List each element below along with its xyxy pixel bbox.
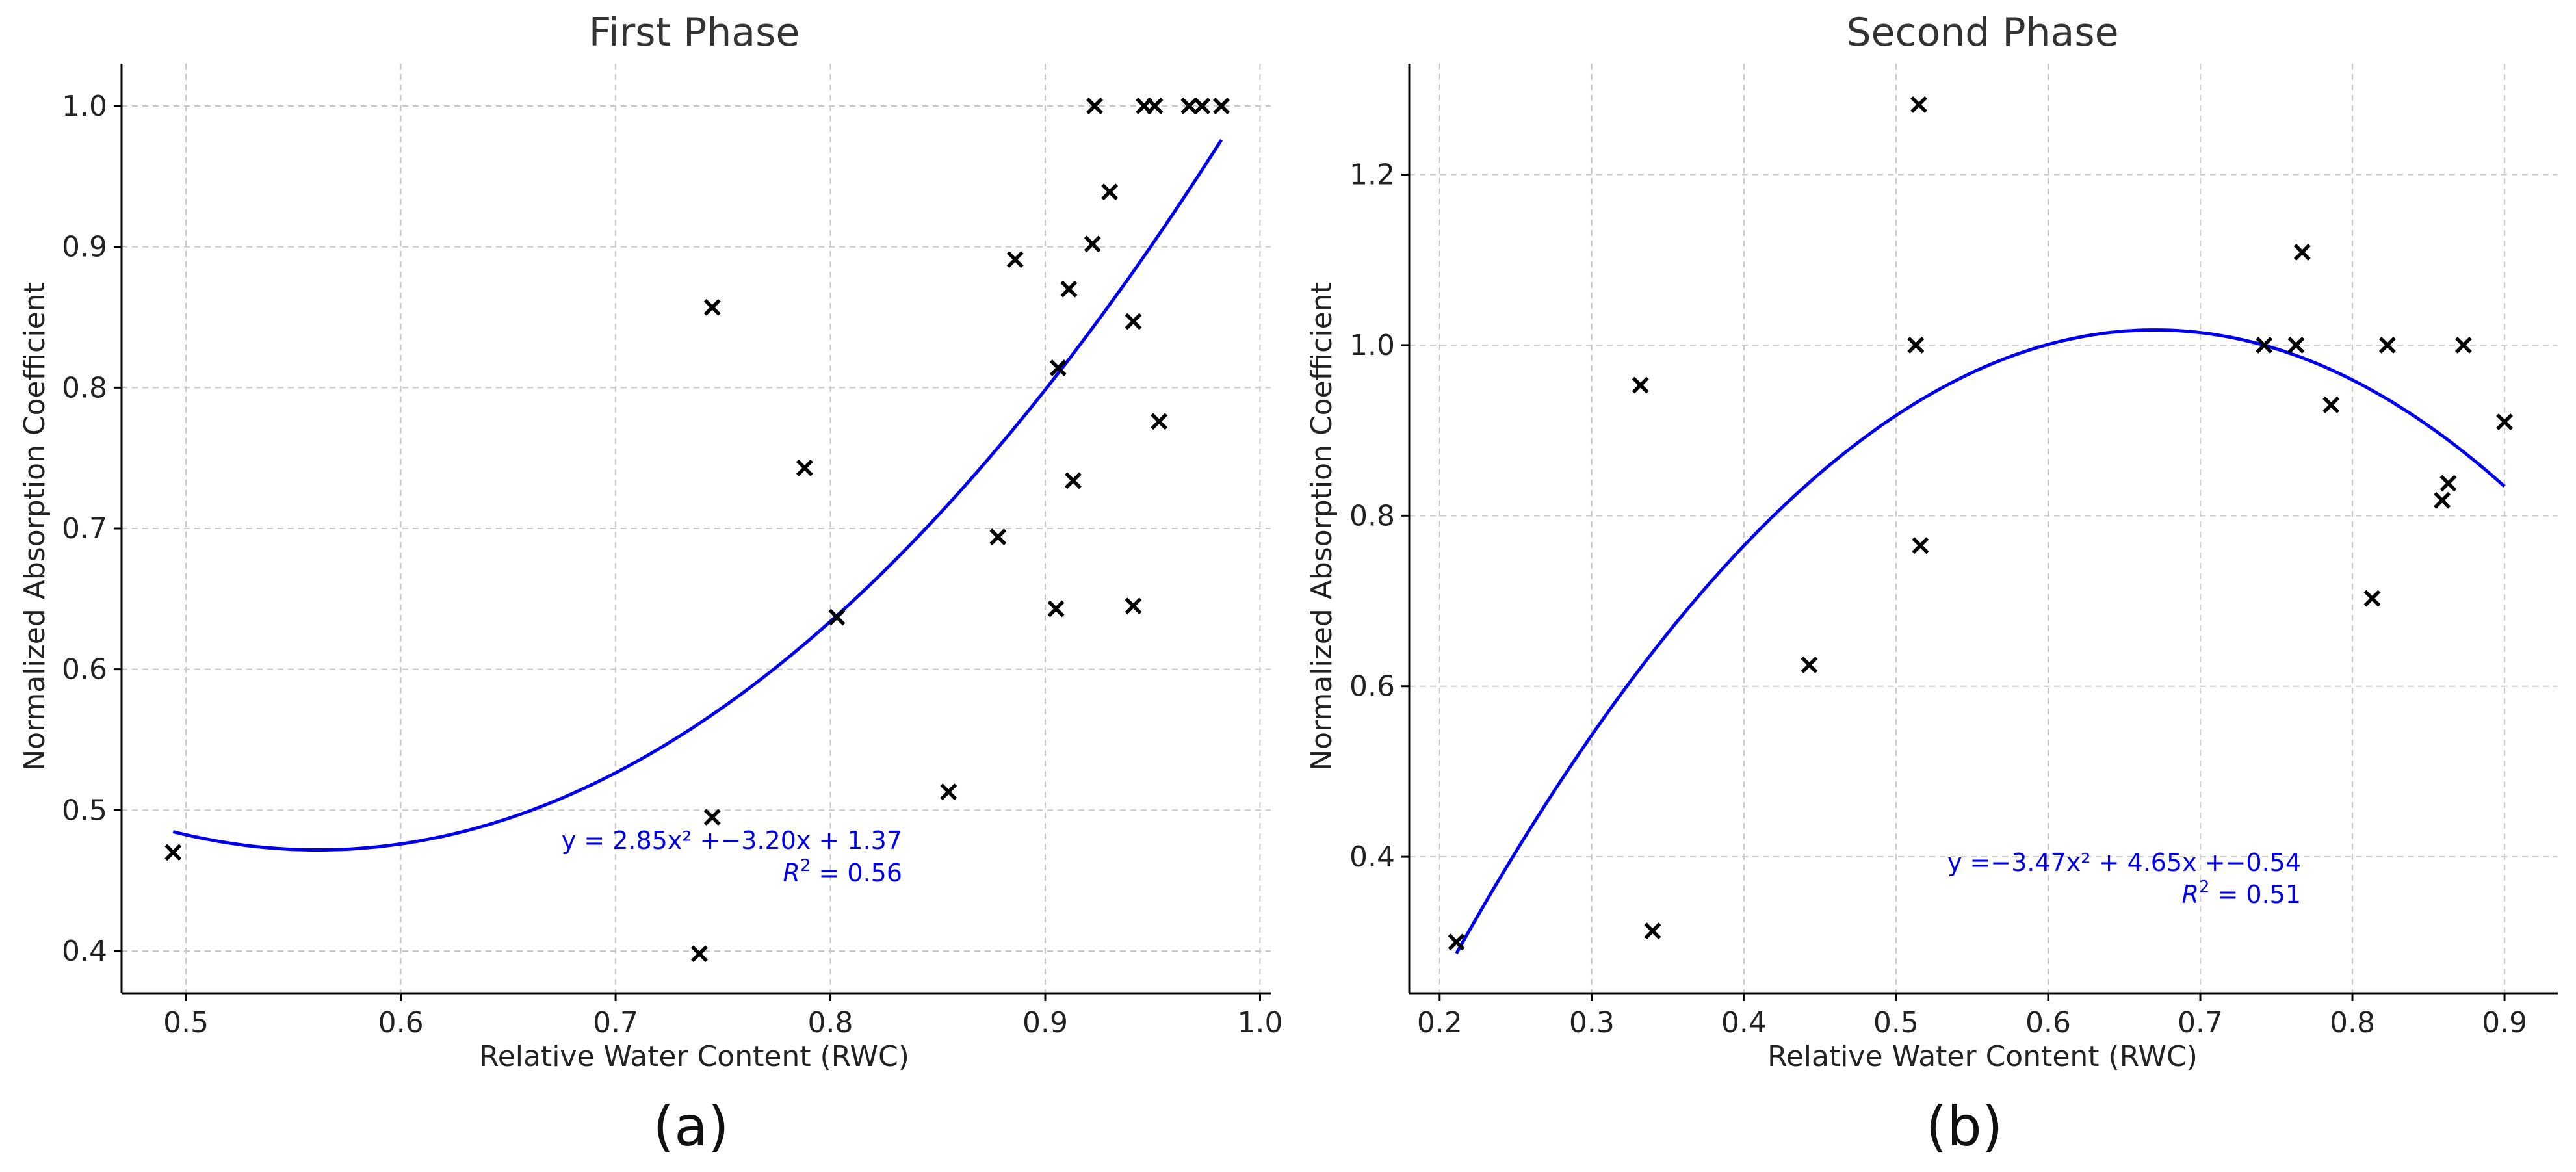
x-tick-label: 0.3 xyxy=(1569,1006,1615,1039)
data-point xyxy=(2378,336,2396,354)
data-point xyxy=(1213,98,1230,114)
x-tick-label: 0.8 xyxy=(808,1006,853,1039)
data-point xyxy=(1065,472,1082,489)
y-tick-label: 0.8 xyxy=(1349,499,1395,532)
x-tick-label: 0.7 xyxy=(593,1006,638,1039)
x-tick-label: 0.4 xyxy=(1721,1006,1767,1039)
x-tick-label: 0.7 xyxy=(2178,1006,2223,1039)
chart-first-phase: 0.5 0.6 0.7 0.8 0.9 1.00.40.50.60.70.80.91.0 … xyxy=(18,10,1282,1158)
y-axis-label: Normalized Absorption Coefficient xyxy=(18,282,51,771)
panel-label: (a) xyxy=(653,1095,729,1158)
data-point xyxy=(1801,656,1818,673)
data-point xyxy=(828,608,846,626)
fit-equation-label: y = 2.85x² +−3.20x + 1.37 xyxy=(562,826,902,855)
data-point xyxy=(940,783,957,801)
y-tick-label: 0.8 xyxy=(62,371,107,404)
y-tick-label: 1.2 xyxy=(1349,159,1395,192)
r-squared-label: R2 = 0.51 xyxy=(2181,878,2301,909)
y-tick-label: 0.6 xyxy=(1349,670,1395,703)
data-point xyxy=(1180,98,1198,114)
data-point xyxy=(1448,933,1465,951)
x-tick-label: 0.5 xyxy=(163,1006,209,1039)
data-point xyxy=(1047,600,1065,618)
data-point xyxy=(1086,98,1103,114)
data-point xyxy=(1125,313,1142,330)
data-point xyxy=(2454,336,2472,354)
data-point xyxy=(164,844,182,861)
x-tick-label: 0.9 xyxy=(1022,1006,1068,1039)
x-tick-label: 0.8 xyxy=(2330,1006,2375,1039)
x-axis-label: Relative Water Content (RWC) xyxy=(1767,1040,2198,1073)
data-point xyxy=(691,945,708,963)
y-tick-label: 0.5 xyxy=(62,794,107,827)
data-point xyxy=(1193,98,1211,114)
data-point xyxy=(1912,537,1929,554)
x-tick-label: 0.6 xyxy=(2025,1006,2071,1039)
y-tick-label: 0.4 xyxy=(62,935,107,968)
y-tick-label: 0.6 xyxy=(62,653,107,686)
data-point xyxy=(989,528,1007,545)
data-point xyxy=(796,459,813,476)
data-point xyxy=(1006,251,1024,268)
data-point xyxy=(2434,491,2451,509)
data-point xyxy=(1049,359,1067,376)
data-point xyxy=(1151,413,1168,430)
data-point xyxy=(2287,336,2305,354)
y-axis-label: Normalized Absorption Coefficient xyxy=(1305,282,1338,771)
data-point xyxy=(703,809,721,826)
chart-second-phase: 0.2 0.3 0.4 0.5 0.6 0.7 0.8 0.90.40.60.81.01.2 … xyxy=(1305,10,2558,1158)
x-tick-label: 0.5 xyxy=(1873,1006,1919,1039)
fit-equation-label: y =−3.47x² + 4.65x +−0.54 xyxy=(1947,848,2301,877)
panel-label: (b) xyxy=(1926,1095,2003,1158)
x-tick-label: 0.2 xyxy=(1417,1006,1463,1039)
data-point xyxy=(2256,336,2273,354)
data-point xyxy=(2496,413,2514,430)
data-point xyxy=(1084,235,1101,253)
chart-title: Second Phase xyxy=(1846,10,2118,55)
fit-curve-first-phase xyxy=(172,138,1223,852)
x-axis-label: Relative Water Content (RWC) xyxy=(479,1040,909,1073)
data-point xyxy=(1907,336,1925,354)
data-point xyxy=(1101,183,1119,201)
data-point xyxy=(2439,475,2457,492)
fit-curve-second-phase xyxy=(1455,328,2506,955)
r-squared-label: R2 = 0.56 xyxy=(783,856,902,887)
data-point xyxy=(2322,396,2340,413)
data-point xyxy=(2363,590,2381,607)
chart-title: First Phase xyxy=(589,10,800,55)
data-point xyxy=(1060,280,1078,298)
x-tick-label: 0.9 xyxy=(2482,1006,2527,1039)
y-tick-label: 1.0 xyxy=(1349,329,1395,362)
data-point xyxy=(703,298,721,316)
y-tick-label: 0.4 xyxy=(1349,840,1395,874)
data-point xyxy=(1146,98,1164,114)
data-point xyxy=(1632,376,1649,394)
data-point xyxy=(1125,597,1142,615)
y-tick-label: 0.9 xyxy=(62,231,107,264)
y-tick-label: 0.7 xyxy=(62,512,107,545)
data-point xyxy=(2293,243,2311,261)
y-tick-label: 1.0 xyxy=(62,90,107,123)
data-point xyxy=(1644,922,1661,940)
x-tick-label: 1.0 xyxy=(1237,1006,1282,1039)
x-tick-label: 0.6 xyxy=(378,1006,424,1039)
data-point xyxy=(1910,96,1927,113)
